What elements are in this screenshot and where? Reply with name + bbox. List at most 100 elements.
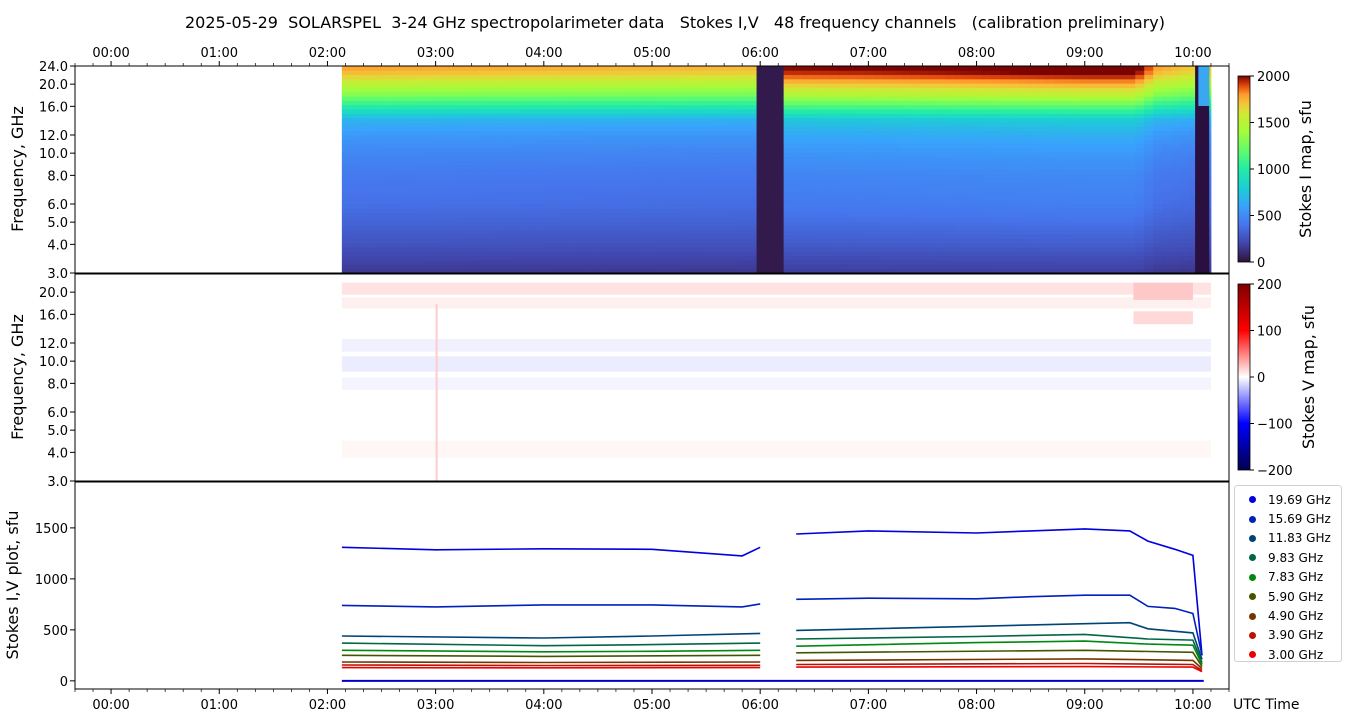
stokes-i-cell — [882, 212, 893, 218]
stokes-i-cell — [441, 216, 451, 222]
stokes-i-cell — [657, 135, 667, 140]
stokes-i-cell — [504, 74, 514, 80]
stokes-i-cell — [350, 83, 361, 88]
stokes-i-cell — [612, 204, 622, 209]
stokes-i-cell — [576, 216, 586, 222]
stokes-i-cell — [864, 221, 875, 226]
stokes-i-cell — [900, 238, 911, 244]
stokes-i-cell — [675, 70, 685, 76]
stokes-i-cell — [603, 139, 613, 145]
stokes-i-cell — [756, 66, 766, 71]
stokes-i-cell — [702, 229, 712, 235]
stokes-i-cell — [783, 268, 794, 273]
stokes-i-cell — [1135, 143, 1145, 149]
stokes-i-cell — [585, 74, 595, 80]
stokes-i-cell — [891, 91, 902, 97]
stokes-i-cell — [666, 208, 676, 214]
stokes-i-cell — [657, 130, 667, 136]
stokes-i-cell — [702, 109, 712, 114]
stokes-i-cell — [359, 109, 370, 114]
stokes-i-cell — [1207, 216, 1212, 222]
stokes-i-cell — [1018, 242, 1028, 248]
stokes-i-cell — [377, 87, 388, 93]
stokes-i-cell — [1153, 264, 1163, 270]
stokes-i-cell — [576, 152, 586, 157]
stokes-i-cell — [1063, 208, 1073, 214]
stokes-i-cell — [1207, 113, 1212, 119]
stokes-i-cell — [846, 208, 857, 214]
stokes-i-cell — [1081, 117, 1091, 123]
stokes-i-cell — [1180, 216, 1190, 222]
stokes-i-cell — [1090, 264, 1100, 270]
stokes-i-cell — [1180, 169, 1190, 175]
stokes-i-cell — [972, 126, 983, 132]
stokes-i-cell — [513, 87, 523, 93]
stokes-i-cell — [1153, 165, 1163, 170]
stokes-i-cell — [576, 165, 586, 170]
stokes-i-cell — [1054, 165, 1064, 170]
stokes-i-cell — [774, 83, 785, 88]
stokes-i-cell — [377, 229, 388, 235]
stokes-i-cell — [1036, 104, 1046, 110]
stokes-i-cell — [774, 135, 785, 140]
stokes-i-cell — [693, 100, 703, 106]
stokes-i-cell — [981, 96, 992, 101]
stokes-i-cell — [945, 255, 956, 261]
legend-label: 15.69 GHz — [1268, 512, 1331, 527]
stokes-i-cell — [900, 251, 911, 257]
stokes-i-cell — [1054, 195, 1064, 201]
stokes-i-cell — [585, 216, 595, 222]
stokes-i-cell — [594, 87, 604, 93]
stokes-i-cell — [747, 117, 757, 123]
stokes-i-cell — [504, 182, 514, 188]
stokes-i-cell — [1207, 260, 1212, 265]
stokes-i-cell — [594, 109, 604, 114]
stokes-i-cell — [855, 156, 866, 162]
stokes-i-cell — [423, 130, 433, 136]
stokes-i-cell — [612, 199, 622, 205]
stokes-i-cell — [675, 160, 685, 166]
stokes-i-cell — [873, 66, 884, 71]
stokes-i-cell — [441, 251, 451, 257]
stokes-i-cell — [1090, 117, 1100, 123]
stokes-i-cell — [585, 152, 595, 157]
stokes-i-cell — [846, 195, 857, 201]
stokes-i-cell — [1063, 122, 1073, 127]
stokes-i-cell — [1135, 135, 1145, 140]
stokes-i-cell — [495, 139, 505, 145]
stokes-i-cell — [801, 242, 812, 248]
stokes-i-cell — [1180, 195, 1190, 201]
stokes-i-cell — [450, 264, 460, 270]
stokes-i-cell — [747, 225, 757, 231]
stokes-i-cell — [693, 178, 703, 183]
stokes-i-cell — [864, 100, 875, 106]
stokes-i-cell — [810, 182, 821, 188]
stokes-i-cell — [810, 178, 821, 183]
stokes-i-cell — [486, 242, 496, 248]
stokes-i-cell — [990, 216, 1001, 222]
stokes-i-cell — [954, 109, 965, 114]
stokes-i-cell — [404, 91, 415, 97]
stokes-i-cell — [1000, 255, 1010, 261]
stokes-i-cell — [540, 139, 550, 145]
stokes-i-cell — [711, 208, 721, 214]
stokes-i-cell — [918, 242, 929, 248]
stokes-i-cell — [1000, 91, 1010, 97]
stokes-i-cell — [864, 212, 875, 218]
stokes-i-cell — [377, 221, 388, 226]
stokes-i-cell — [693, 216, 703, 222]
stokes-i-cell — [1027, 238, 1037, 244]
stokes-i-cell — [783, 251, 794, 257]
stokes-i-cell — [684, 204, 694, 209]
stokes-i-cell — [864, 147, 875, 153]
stokes-i-cell — [576, 135, 586, 140]
stokes-i-cell — [531, 264, 541, 270]
stokes-i-cell — [1036, 165, 1046, 170]
stokes-i-cell — [846, 122, 857, 127]
stokes-i-cell — [765, 74, 776, 80]
stokes-i-cell — [377, 178, 388, 183]
stokes-i-cell — [395, 178, 406, 183]
stokes-i-cell — [612, 229, 622, 235]
stokes-i-cell — [1171, 199, 1181, 205]
stokes-i-cell — [1162, 160, 1172, 166]
